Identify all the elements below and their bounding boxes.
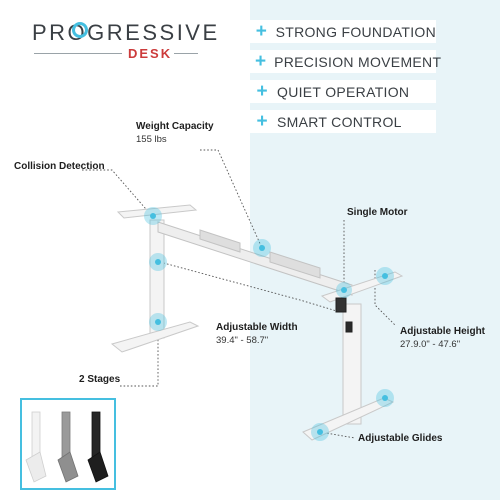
feature-item: + STRONG FOUNDATION: [250, 20, 436, 43]
stages-dot-core: [155, 319, 161, 325]
feature-label: SMART CONTROL: [277, 113, 402, 130]
callout-single-motor: Single Motor: [347, 207, 408, 218]
glide-dot-right-core: [382, 395, 388, 401]
right-foot: [302, 397, 395, 441]
color-options-graphic: [25, 411, 109, 483]
right-column: [342, 303, 362, 425]
highlight-dots: [144, 207, 394, 441]
collision-dot-core: [150, 213, 156, 219]
leader-width: [159, 261, 341, 313]
weight-dot-core: [259, 245, 265, 251]
plus-icon: +: [255, 21, 267, 42]
plus-icon: +: [256, 81, 268, 102]
callout-adjustable-width: Adjustable Width 39.4" - 58.7": [216, 322, 298, 346]
right-leg: [302, 271, 404, 441]
feature-item: + SMART CONTROL: [250, 110, 436, 133]
feature-item: + PRECISION MOVEMENT: [250, 50, 441, 73]
gray-frame-option: [57, 411, 79, 483]
motor-housing: [335, 297, 347, 313]
callout-two-stages: 2 Stages: [79, 374, 121, 385]
brand-name: PROGRESSIVE: [32, 20, 220, 45]
leader-glides: [319, 431, 356, 439]
brand-logo: PROGRESSIVE DESK: [32, 18, 217, 66]
white-frame-option: [25, 411, 47, 483]
leader-weight: [200, 149, 263, 249]
black-frame-option: [87, 411, 109, 483]
feature-label: QUIET OPERATION: [277, 83, 410, 100]
feature-label: PRECISION MOVEMENT: [274, 53, 442, 70]
magnifier-icon: [72, 22, 88, 38]
right-top-bracket: [320, 271, 404, 303]
crossbar: [157, 221, 353, 296]
left-foot: [110, 321, 200, 353]
crossbar-rail-2: [269, 251, 321, 279]
color-options-thumbnail: [20, 398, 116, 490]
glide-dot-left-core: [317, 429, 323, 435]
left-leg: [110, 204, 200, 353]
feature-item: + QUIET OPERATION: [250, 80, 436, 103]
left-top-bracket: [116, 204, 198, 219]
callout-adjustable-glides: Adjustable Glides: [358, 433, 443, 444]
logo-rule-right: [174, 53, 198, 54]
callout-weight-capacity: Weight Capacity 155 lbs: [136, 121, 214, 145]
leader-collision: [82, 169, 153, 217]
motor-dot-core: [341, 287, 347, 293]
plus-icon: +: [255, 51, 267, 72]
feature-label: STRONG FOUNDATION: [275, 23, 436, 40]
logo-rule-left: [34, 53, 122, 54]
plus-icon: +: [256, 111, 268, 132]
height-dot-core: [382, 273, 388, 279]
crossbar-rail: [199, 229, 241, 253]
callout-adjustable-height: Adjustable Height 27.9.0" - 47.6": [400, 326, 486, 350]
width-dot-core: [155, 259, 161, 265]
callout-collision-detection: Collision Detection: [14, 161, 105, 172]
brand-sub: DESK: [128, 46, 173, 61]
control-switch: [345, 321, 353, 333]
